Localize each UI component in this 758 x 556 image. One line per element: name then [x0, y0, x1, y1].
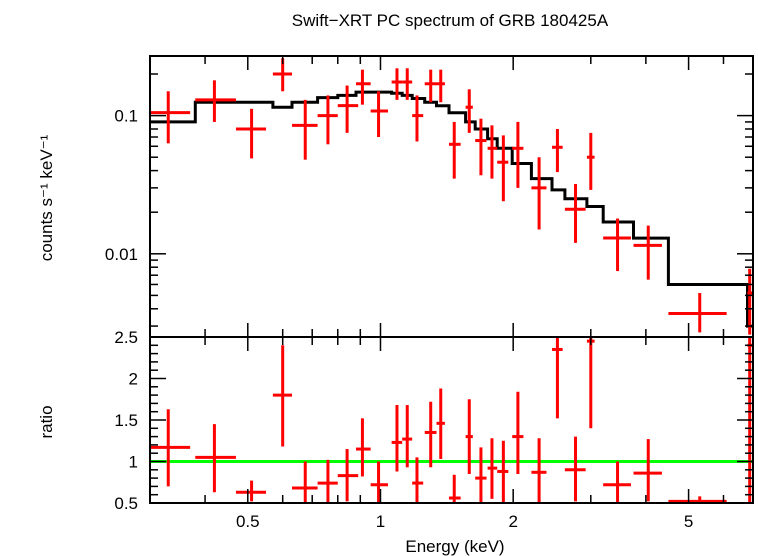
ratio-data-point [448, 474, 461, 503]
spectrum-data-point [150, 91, 191, 144]
ratio-data-point [317, 459, 338, 503]
ratio-data-point [531, 438, 547, 503]
spectrum-data-point [475, 118, 487, 176]
y-tick-label: 0.01 [105, 245, 138, 264]
ratio-data-point [402, 405, 413, 468]
y-tick-label: 1.5 [114, 411, 138, 430]
spectrum-data-point [531, 157, 547, 230]
ratio-data-point [633, 439, 662, 502]
x-axis-label: Energy (keV) [405, 537, 504, 556]
plot-frame [149, 336, 754, 504]
spectrum-data-point [448, 121, 461, 179]
ratio-data-point [586, 337, 595, 429]
spectrum-data-point [668, 293, 727, 333]
spectrum-data-point [465, 89, 473, 133]
spectrum-data-point [412, 95, 424, 142]
ratio-data-point [465, 399, 473, 474]
spectrum-data-point [603, 218, 631, 272]
ratio-data-point [424, 401, 437, 468]
ratio-data-point [337, 449, 359, 502]
spectrum-data-point [195, 80, 236, 122]
ratio-data-point [668, 496, 727, 503]
plot-frame [149, 55, 754, 338]
ratio-panel: 0.5 1 1.5 2 2.5 0.5 1 2 5 [114, 328, 754, 531]
ratio-data-point [150, 409, 191, 487]
spectrum-data-point [487, 125, 498, 179]
ratio-data-point [391, 405, 403, 472]
chart-title: Swift−XRT PC spectrum of GRB 180425A [292, 11, 609, 30]
ratio-data-point [195, 424, 236, 493]
ratio-data-point [475, 447, 487, 503]
ratio-data-point [292, 461, 318, 503]
spectrum-data-point [235, 108, 267, 159]
y-tick-label: 2.5 [114, 328, 138, 347]
ratio-data-point [487, 438, 498, 499]
spectrum-data-point [292, 99, 318, 160]
spectrum-data-point [356, 69, 371, 105]
y-tick-label: 2 [129, 370, 138, 389]
ratio-data-point [370, 461, 388, 503]
spectrum-data-point [424, 69, 437, 103]
y-tick-label: 1 [129, 453, 138, 472]
ratio-data-point [552, 337, 563, 419]
model-line [150, 90, 753, 328]
ratio-data-point [564, 436, 586, 502]
spectrum-panel: 0.01 0.1 [105, 55, 754, 338]
spectrum-data-point [586, 132, 595, 190]
spectrum-data-point [436, 69, 445, 103]
spectrum-data-point [552, 129, 563, 173]
x-tick-label: 0.5 [236, 512, 260, 531]
spectrum-data-point [512, 121, 524, 188]
spectrum-data-point [402, 68, 413, 100]
y-tick-label: 0.5 [114, 494, 138, 513]
spectrum-data-point [564, 183, 586, 243]
ratio-data-point [235, 480, 267, 502]
spectrum-data-point [633, 225, 662, 280]
spectrum-data-point [337, 85, 359, 133]
ratio-data-point [497, 440, 509, 503]
ratio-data-point [603, 461, 631, 503]
ratio-data-point [436, 388, 445, 460]
x-tick-label: 5 [684, 512, 693, 531]
bottom-panel-ylabel: ratio [37, 405, 56, 438]
spectrum-data-point [497, 135, 509, 202]
spectrum-data-point [391, 68, 403, 100]
x-tick-label: 1 [376, 512, 385, 531]
spectrum-data-point [317, 95, 338, 145]
y-tick-label: 0.1 [114, 107, 138, 126]
ratio-data-point [412, 457, 424, 503]
ratio-data-point [272, 345, 293, 447]
top-panel-ylabel: counts s⁻¹ keV⁻¹ [37, 134, 56, 261]
ratio-data-point [356, 418, 371, 477]
spectrum-data-point [370, 91, 388, 138]
ratio-data-point [512, 391, 524, 474]
x-tick-label: 2 [508, 512, 517, 531]
